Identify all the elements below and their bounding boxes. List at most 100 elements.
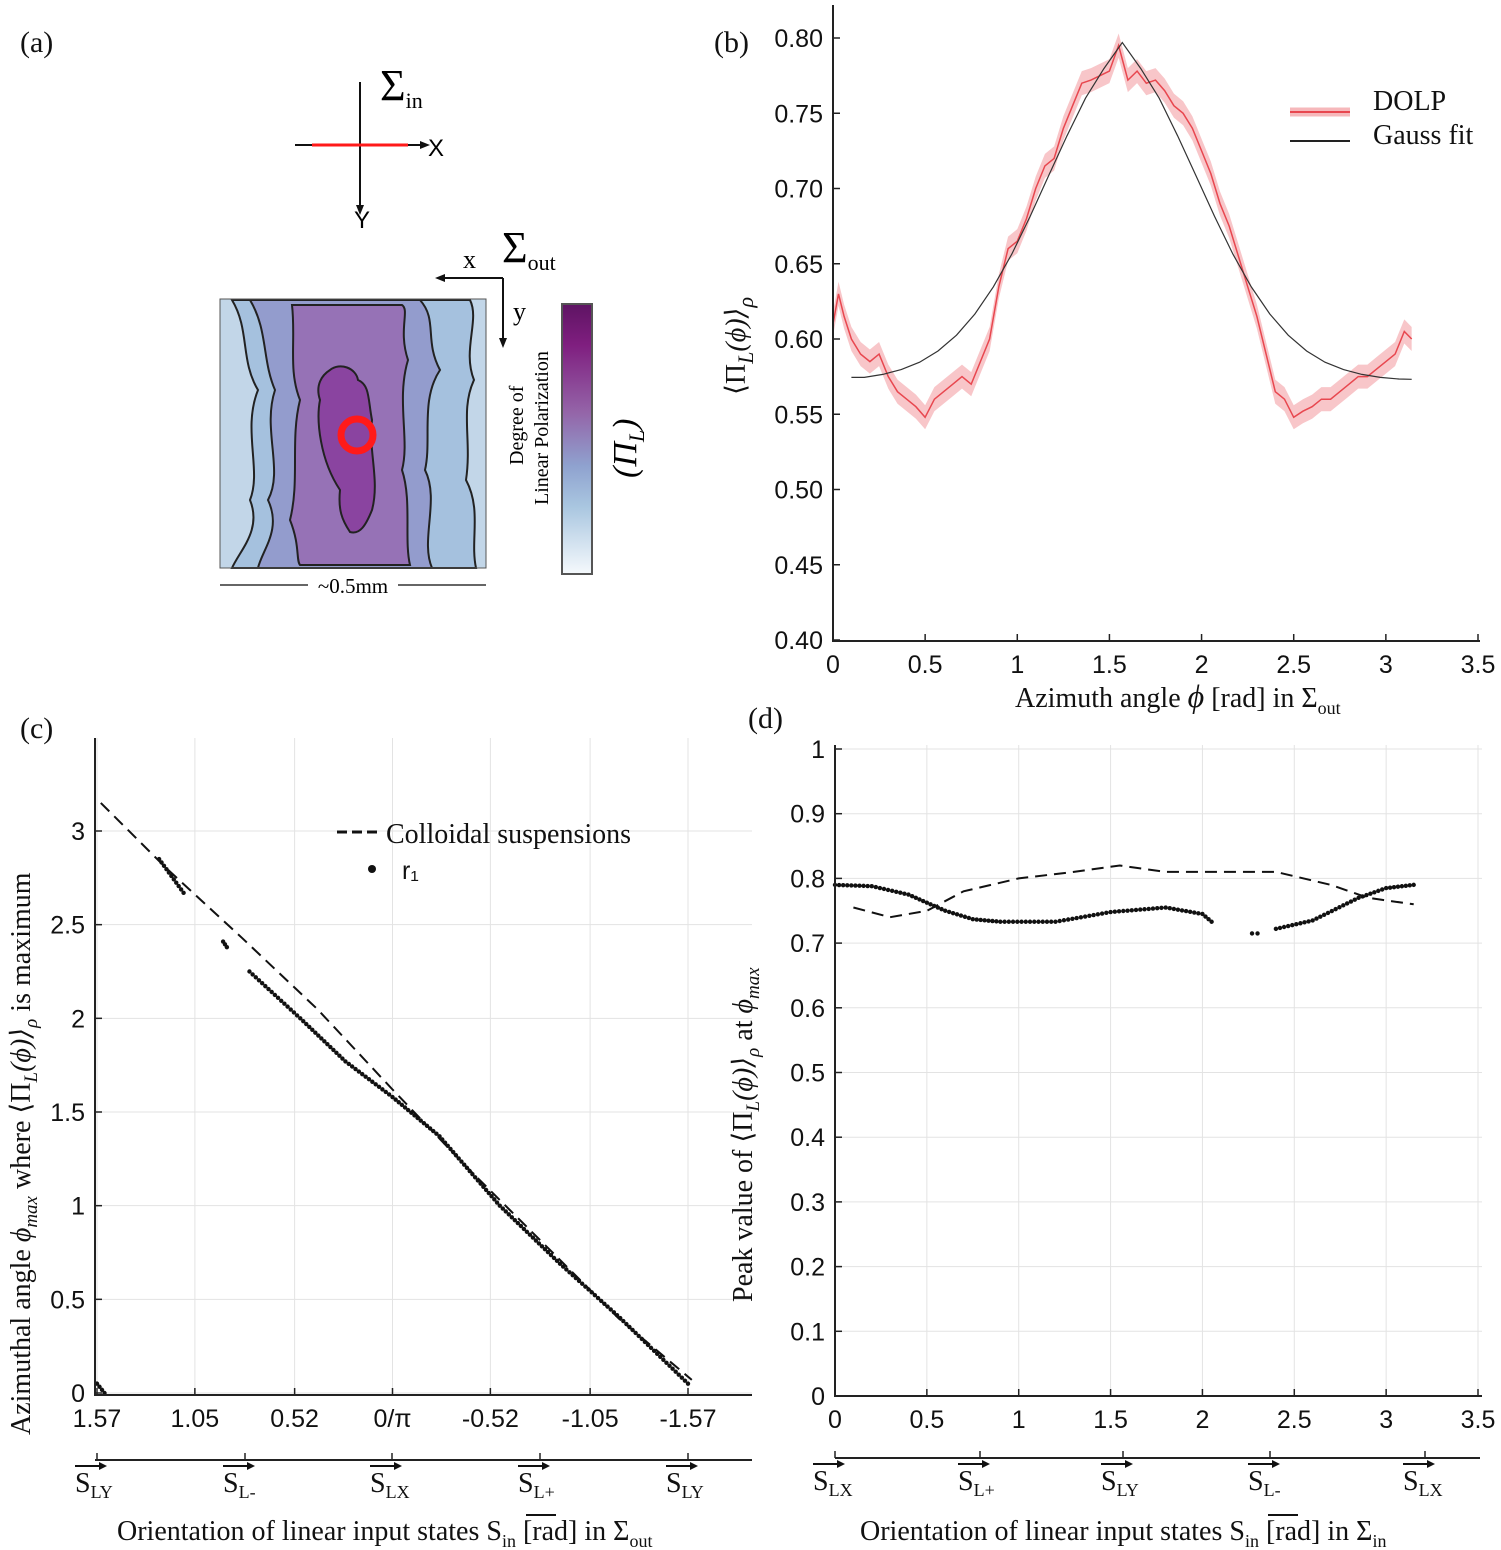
data-point xyxy=(573,1275,579,1281)
data-point xyxy=(328,1044,333,1050)
data-point xyxy=(1372,890,1377,895)
series-line-dashed xyxy=(853,864,1414,919)
data-point xyxy=(1002,919,1007,924)
data-point xyxy=(156,856,162,862)
data-point xyxy=(279,998,284,1003)
data-point xyxy=(393,1097,398,1102)
scale-bar: ~0.5mm xyxy=(220,574,486,598)
state-label: SL- xyxy=(1248,1466,1281,1500)
data-point xyxy=(1171,906,1177,912)
data-point xyxy=(633,1330,638,1336)
y-tick-label: 0.4 xyxy=(790,1124,825,1152)
data-point xyxy=(266,986,271,992)
arrow-down-icon xyxy=(499,338,507,348)
data-point xyxy=(1380,887,1385,892)
axis-X-label: X xyxy=(428,135,444,162)
panel-c-label: (c) xyxy=(20,712,53,745)
data-point xyxy=(396,1100,401,1105)
data-point xyxy=(383,1089,388,1095)
y-tick-label: 3 xyxy=(71,818,85,846)
data-point xyxy=(1087,913,1092,918)
data-point xyxy=(1364,892,1369,898)
data-point xyxy=(386,1092,392,1097)
data-point xyxy=(272,992,278,998)
data-point xyxy=(928,902,933,907)
data-point xyxy=(304,1021,309,1027)
panel-c-axes xyxy=(94,738,752,1396)
data-point xyxy=(1112,909,1118,914)
data-point xyxy=(986,918,991,923)
data-point xyxy=(503,1209,509,1214)
data-point xyxy=(483,1187,489,1193)
data-point xyxy=(424,1123,430,1129)
data-point xyxy=(1082,914,1088,919)
panel-c-x-axis-label: Orientation of linear input states Sin [… xyxy=(117,1516,652,1550)
data-point xyxy=(1391,884,1397,890)
data-point xyxy=(1294,921,1299,927)
panel-d-chart: (d) 0 0.5 1 1.5 2 2.5 3 3.5 0 0.1 0.2 0.3 0.4 0.5 0.6 0… xyxy=(728,702,1495,1550)
data-point xyxy=(527,1232,533,1237)
data-point xyxy=(1108,909,1113,915)
data-point xyxy=(536,1241,542,1246)
data-point xyxy=(845,883,850,888)
input-frame-axes: Σin X Y xyxy=(295,61,444,234)
data-point xyxy=(583,1284,588,1289)
data-point xyxy=(380,1087,385,1092)
data-point xyxy=(1249,931,1255,936)
state-label: SLY xyxy=(666,1468,704,1502)
data-point xyxy=(1387,885,1393,890)
data-point xyxy=(1273,926,1279,932)
data-point xyxy=(1057,918,1062,924)
data-point xyxy=(310,1027,315,1033)
data-point xyxy=(322,1039,327,1044)
data-point xyxy=(586,1287,591,1292)
legend-label-gauss: Gauss fit xyxy=(1373,120,1474,151)
data-point xyxy=(554,1258,560,1264)
data-point xyxy=(390,1094,395,1100)
x-tick-label: 2 xyxy=(1195,651,1209,679)
panel-c-state-axis: SLY SL- SLX SL+ SLY xyxy=(75,1453,752,1502)
data-point xyxy=(440,1137,445,1142)
data-point xyxy=(164,867,169,872)
data-point xyxy=(166,870,172,875)
state-label: SL+ xyxy=(958,1466,995,1500)
data-point xyxy=(1200,911,1205,917)
y-tick-label: 0.1 xyxy=(790,1318,825,1346)
data-point xyxy=(1368,891,1373,896)
arrow-head-icon xyxy=(1427,1460,1435,1468)
y-tick-label: 1 xyxy=(71,1193,85,1221)
data-point xyxy=(178,887,184,892)
arrow-head-icon xyxy=(394,1462,402,1470)
y-tick-label: 0.55 xyxy=(774,401,823,429)
data-point xyxy=(1091,912,1096,918)
y-tick-label: 0.9 xyxy=(790,801,825,829)
data-point xyxy=(946,909,952,915)
y-tick-label: 0.5 xyxy=(790,1060,825,1088)
legend-label-r1: r₁ xyxy=(402,857,419,885)
data-point xyxy=(978,917,983,923)
data-point xyxy=(253,975,259,980)
data-point xyxy=(263,983,268,989)
y-tick-label: 0.50 xyxy=(774,477,823,505)
x-tick-label: 1 xyxy=(1012,1406,1026,1434)
data-point xyxy=(982,918,987,923)
arrow-head-icon xyxy=(837,1460,845,1468)
data-point xyxy=(1383,885,1389,891)
data-point xyxy=(1032,919,1037,924)
data-point xyxy=(1104,910,1109,915)
data-point xyxy=(1070,916,1075,921)
data-point xyxy=(655,1351,660,1357)
data-point xyxy=(521,1226,527,1232)
data-point xyxy=(1023,919,1028,924)
data-point xyxy=(924,900,930,905)
data-point xyxy=(920,898,926,904)
data-point xyxy=(548,1252,554,1258)
data-point xyxy=(415,1115,420,1121)
data-point xyxy=(667,1363,672,1368)
data-point xyxy=(319,1036,324,1041)
data-point xyxy=(331,1047,336,1053)
state-label: SLX xyxy=(1403,1466,1443,1500)
data-point xyxy=(259,981,265,986)
data-point xyxy=(1138,907,1143,912)
data-point xyxy=(580,1281,585,1286)
